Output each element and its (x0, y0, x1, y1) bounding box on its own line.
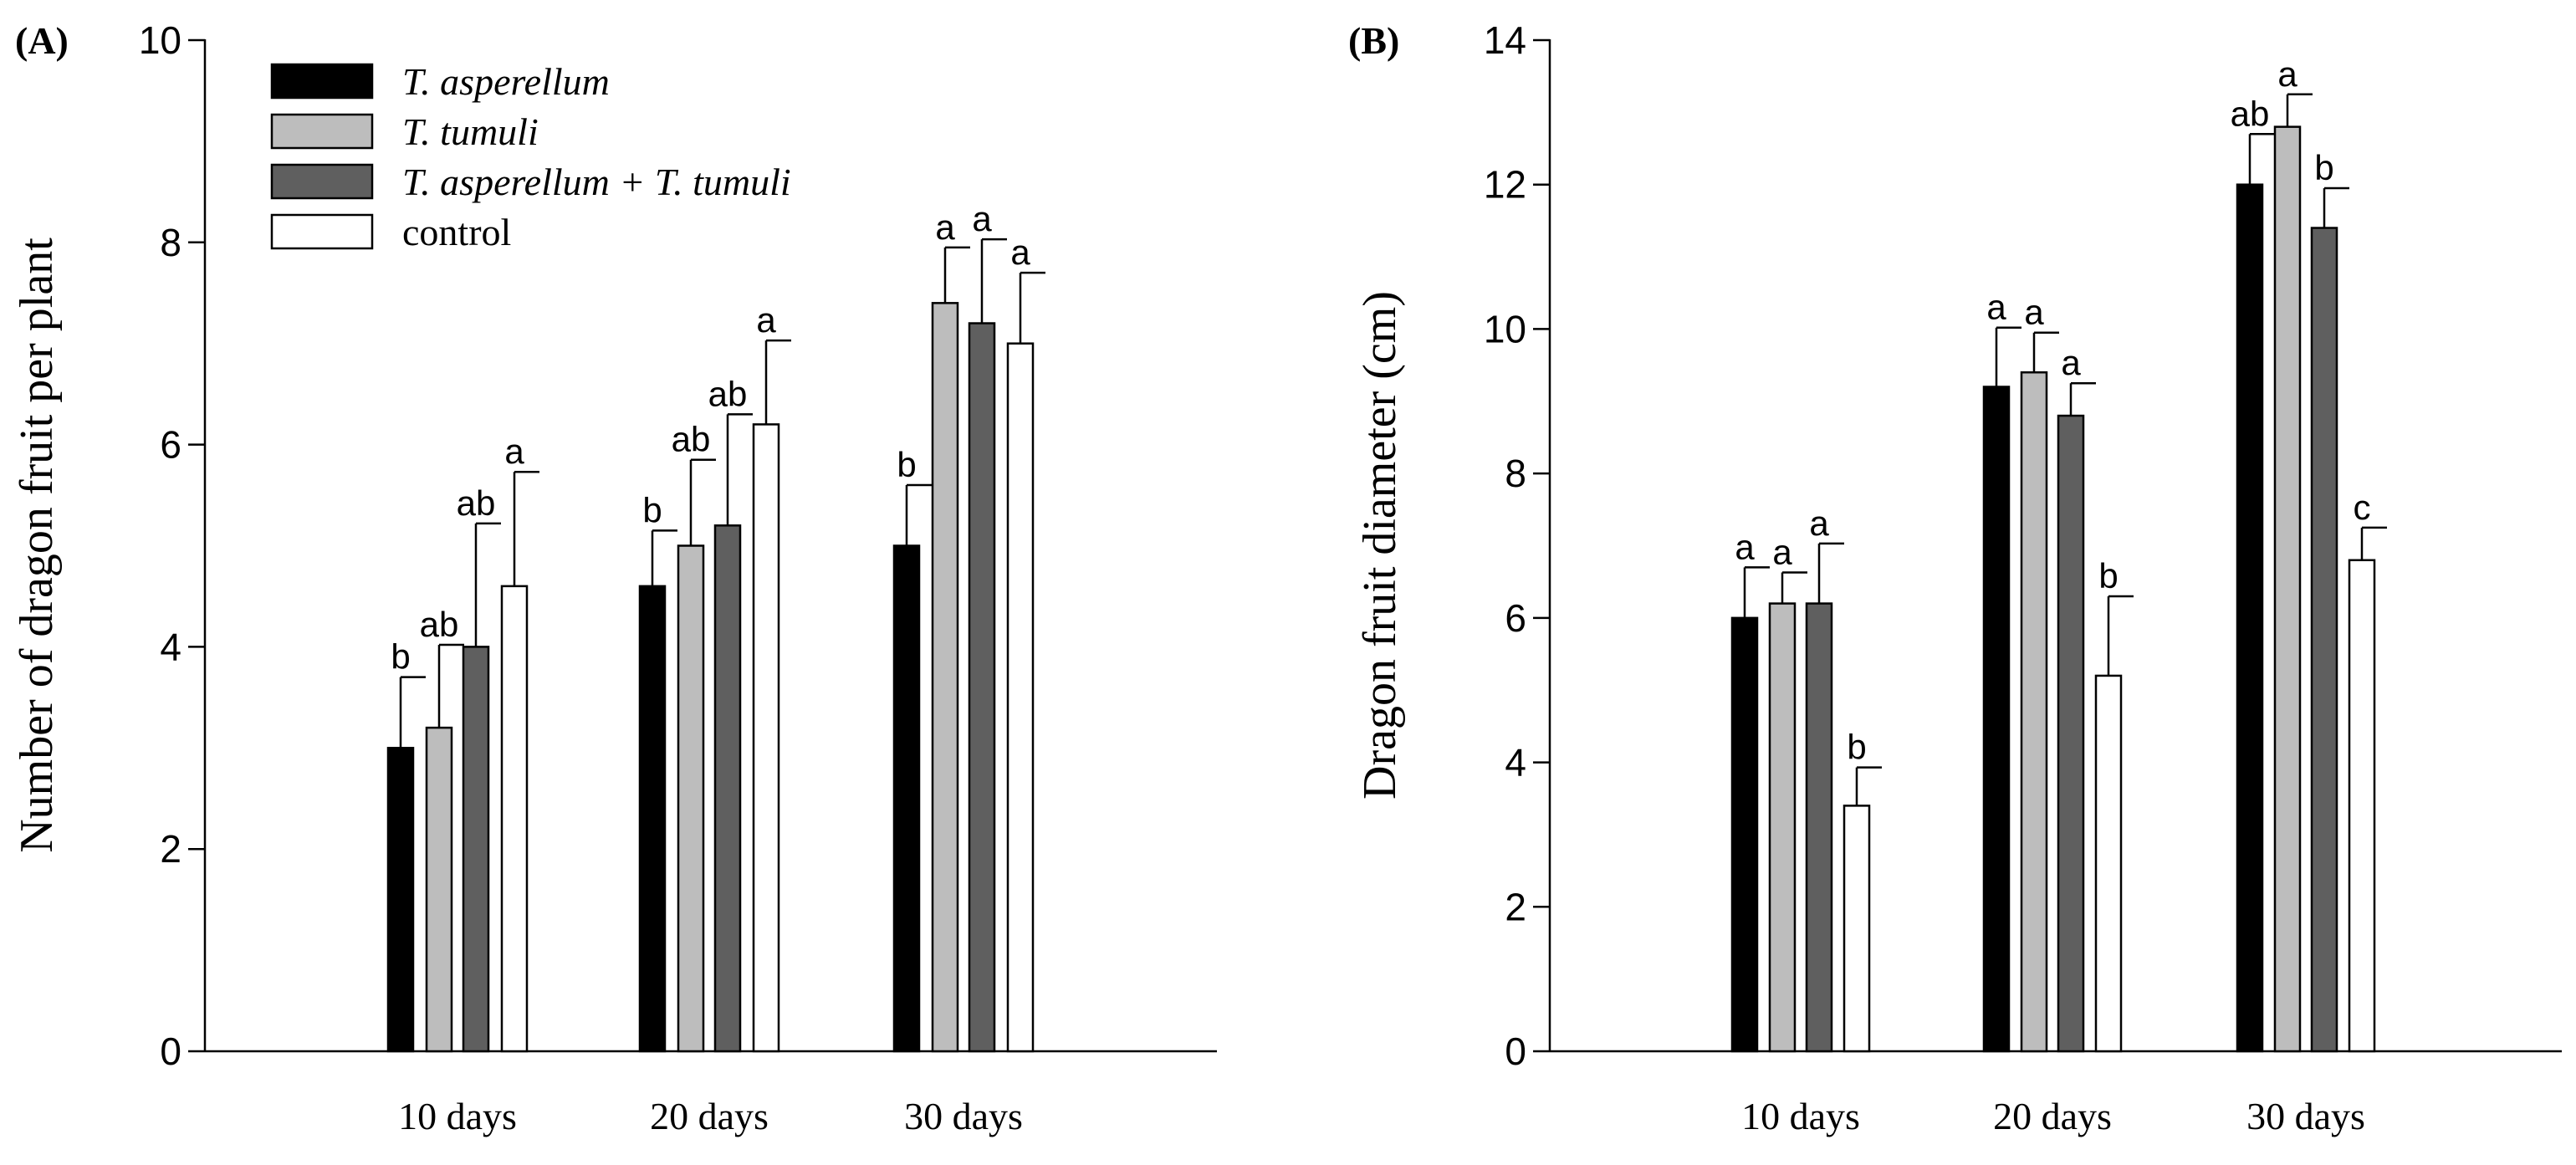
x-tick-label: 10 days (398, 1095, 517, 1137)
legend-swatch (270, 63, 374, 100)
significance-letter: ab (708, 374, 748, 413)
panel-label: (B) (1348, 19, 1399, 62)
panel-label: (A) (15, 19, 69, 62)
y-tick-label: 6 (1505, 596, 1526, 640)
legend-swatch (270, 213, 374, 250)
y-axis-title: Dragon fruit diameter (cm) (1354, 291, 1406, 800)
significance-letter: a (1735, 527, 1755, 566)
significance-letter: b (1847, 728, 1866, 767)
bar (1730, 616, 1759, 1053)
significance-letter: c (2354, 488, 2371, 527)
significance-letter: a (972, 199, 992, 238)
significance-letter: a (504, 432, 524, 471)
y-tick-label: 8 (1505, 452, 1526, 495)
legend-label: T. tumuli (402, 110, 539, 153)
significance-letter: ab (457, 483, 496, 523)
x-tick-label: 20 days (650, 1095, 769, 1137)
significance-letter: a (1986, 288, 2006, 327)
y-tick-label: 0 (1505, 1030, 1526, 1073)
y-tick-label: 0 (160, 1030, 181, 1073)
y-tick-label: 4 (160, 625, 181, 668)
significance-letter: ab (2231, 94, 2270, 133)
bar (677, 544, 705, 1053)
bar (1982, 386, 2011, 1053)
bar (1768, 602, 1797, 1053)
x-tick-label: 30 days (2246, 1095, 2365, 1137)
significance-letter: a (935, 207, 955, 247)
significance-letter: a (2024, 293, 2044, 332)
legend-label: T. asperellum (402, 60, 610, 103)
y-tick-label: 2 (160, 827, 181, 871)
bar (2348, 559, 2376, 1053)
y-tick-label: 12 (1484, 163, 1526, 207)
bar (2310, 227, 2338, 1053)
panel-b-chart: 0 2 4 6 8 10 12 14 Dragon fruit diameter (cm) (B)… (1348, 18, 2562, 1137)
y-tick-label: 4 (1505, 741, 1526, 784)
significance-letter: b (2098, 556, 2118, 595)
legend: T. asperellum T. tumuli T. asperellum + T.… (270, 60, 791, 253)
bar (425, 726, 453, 1053)
bar (638, 585, 667, 1053)
significance-letter: ab (420, 605, 459, 644)
y-tick-label: 2 (1505, 885, 1526, 928)
bar (752, 423, 780, 1053)
significance-letter: b (897, 445, 916, 484)
significance-letter: ab (672, 420, 711, 459)
bar (2236, 183, 2264, 1053)
y-tick-label: 8 (160, 221, 181, 264)
y-tick-label: 10 (139, 18, 181, 62)
y-tick-label: 14 (1484, 18, 1526, 62)
x-tick-label: 10 days (1741, 1095, 1860, 1137)
bar (2273, 125, 2302, 1053)
panel-a-chart: 0 2 4 6 8 10 Number of dragon fruit per plant (… (11, 18, 1217, 1137)
bar (500, 585, 529, 1053)
bar (713, 524, 742, 1053)
legend-swatch (270, 113, 374, 150)
y-tick-label: 6 (160, 423, 181, 467)
significance-letter: a (2277, 54, 2297, 94)
y-axis-title: Number of dragon fruit per plant (11, 238, 63, 853)
legend-swatch (270, 163, 374, 200)
bar (1006, 342, 1035, 1053)
bar (2057, 414, 2085, 1053)
legend-label: control (402, 211, 511, 253)
bar (386, 747, 415, 1053)
bar (968, 322, 996, 1053)
bar (892, 544, 921, 1053)
significance-letter: b (642, 490, 662, 529)
legend-label: T. asperellum + T. tumuli (402, 161, 791, 203)
bar (2020, 370, 2048, 1053)
significance-letter: a (1809, 503, 1829, 543)
bar (931, 302, 959, 1053)
significance-letter: a (1772, 532, 1792, 571)
bar (1805, 602, 1833, 1053)
y-tick-label: 10 (1484, 307, 1526, 350)
x-tick-label: 30 days (904, 1095, 1023, 1137)
significance-letter: a (1010, 232, 1030, 272)
bar (2094, 674, 2123, 1053)
significance-letter: a (2061, 343, 2081, 382)
x-tick-label: 20 days (1993, 1095, 2112, 1137)
significance-letter: b (2314, 148, 2333, 187)
bar (462, 646, 490, 1053)
significance-letter: b (391, 637, 410, 677)
significance-letter: a (756, 300, 776, 340)
bar (1843, 805, 1871, 1053)
